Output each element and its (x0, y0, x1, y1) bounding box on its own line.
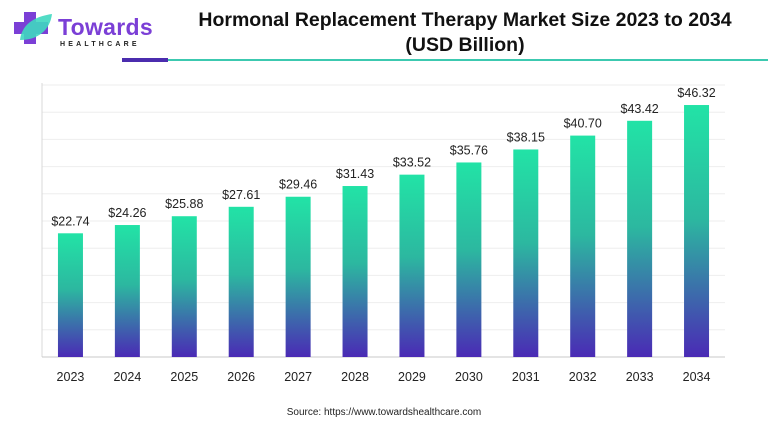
data-label: $38.15 (507, 130, 545, 144)
x-tick-label: 2032 (569, 370, 597, 384)
bar-2030 (456, 162, 482, 357)
bar-2027 (285, 196, 311, 357)
source-note: Source: https://www.towardshealthcare.co… (286, 407, 482, 418)
brand-sub: HEALTHCARE (60, 41, 140, 48)
x-tick-label: 2029 (398, 370, 426, 384)
data-label: $33.52 (393, 156, 431, 170)
chart-title: Hormonal Replacement Therapy Market Size… (170, 8, 760, 58)
bar-2032 (570, 135, 596, 357)
data-label: $43.42 (621, 102, 659, 116)
title-rule (168, 59, 768, 61)
x-tick-label: 2027 (284, 370, 312, 384)
data-label: $31.43 (336, 167, 374, 181)
bar-2031 (513, 149, 539, 357)
brand-name: Towards (58, 14, 153, 40)
subtitle-line: (USD Billion) (405, 34, 525, 56)
x-tick-label: 2023 (57, 370, 85, 384)
bar-2029 (399, 174, 425, 357)
bar-2026 (228, 206, 254, 357)
x-tick-label: 2034 (683, 370, 711, 384)
data-label: $25.88 (165, 197, 203, 211)
bar-2025 (171, 216, 197, 357)
x-tick-label: 2025 (170, 370, 198, 384)
x-tick-label: 2031 (512, 370, 540, 384)
data-label: $27.61 (222, 188, 260, 202)
bar-2034 (684, 105, 710, 358)
title-rule-accent (122, 58, 168, 62)
data-label: $22.74 (51, 214, 89, 228)
data-label: $35.76 (450, 143, 488, 157)
x-tick-label: 2026 (227, 370, 255, 384)
data-label: $24.26 (108, 206, 146, 220)
data-label: $40.70 (564, 117, 602, 131)
brand-logo: Towards HEALTHCARE (12, 10, 182, 48)
x-tick-label: 2024 (113, 370, 141, 384)
bar-2033 (627, 120, 653, 357)
title-line: Hormonal Replacement Therapy Market Size… (198, 9, 732, 31)
data-label: $29.46 (279, 178, 317, 192)
bar-2024 (114, 225, 140, 357)
cross-leaf-icon (14, 12, 52, 44)
bar-2023 (57, 233, 83, 357)
x-tick-label: 2030 (455, 370, 483, 384)
x-tick-label: 2033 (626, 370, 654, 384)
bar-2028 (342, 186, 368, 357)
x-tick-label: 2028 (341, 370, 369, 384)
data-label: $46.32 (677, 86, 715, 100)
